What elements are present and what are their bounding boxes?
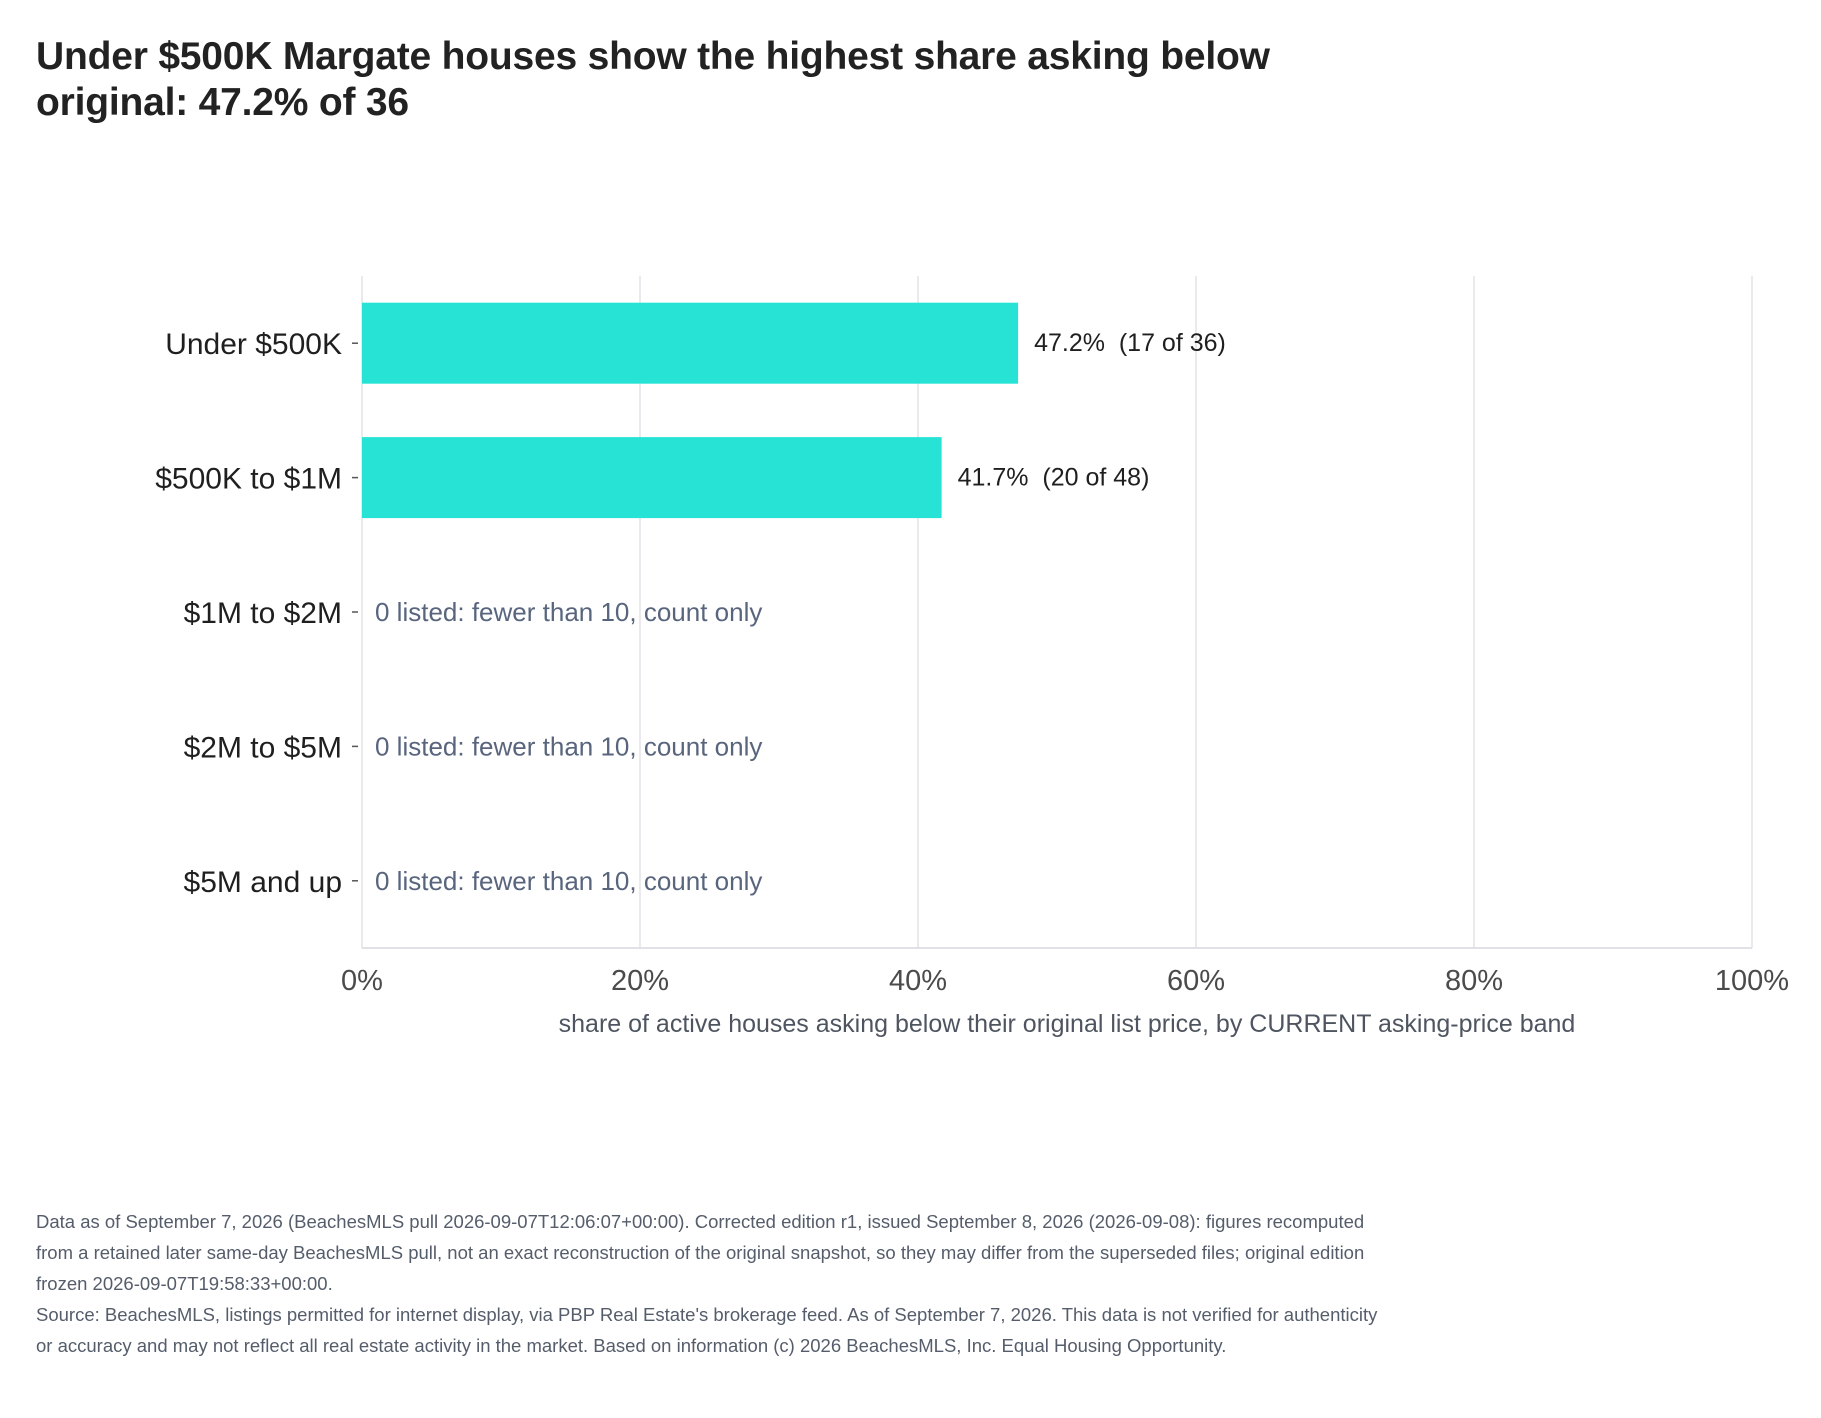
category-label: $1M to $2M [184, 597, 342, 630]
bar [362, 437, 942, 519]
chart-footer: Data as of September 7, 2026 (BeachesMLS… [36, 1206, 1396, 1361]
x-tick-label: 40% [889, 965, 947, 997]
data-label: 0 listed: fewer than 10, count only [375, 597, 762, 627]
category-label: $500K to $1M [155, 463, 342, 496]
category-label: $2M to $5M [184, 731, 342, 764]
category-label: $5M and up [184, 866, 342, 899]
x-tick-label: 20% [611, 965, 669, 997]
x-tick-label: 0% [341, 965, 383, 997]
x-axis-label: share of active houses asking below thei… [559, 1010, 1576, 1038]
footer-note: Data as of September 7, 2026 (BeachesMLS… [36, 1211, 1365, 1294]
x-tick-label: 100% [1715, 965, 1789, 997]
data-label: 0 listed: fewer than 10, count only [375, 731, 762, 761]
x-tick-label: 80% [1445, 965, 1503, 997]
bar [362, 302, 1019, 384]
footer-source: Source: BeachesMLS, listings permitted f… [36, 1304, 1378, 1356]
data-label: 0 listed: fewer than 10, count only [375, 866, 762, 896]
bar-chart: 0% 20% 40% 60% 80% 100% share of active houses… [155, 276, 1789, 1038]
category-label: Under $500K [165, 328, 342, 361]
data-label: 41.7% (20 of 48) [958, 464, 1150, 492]
x-tick-label: 60% [1167, 965, 1225, 997]
data-label: 47.2% (17 of 36) [1034, 329, 1226, 357]
chart-title: Under $500K Margate houses show the high… [36, 35, 1270, 124]
